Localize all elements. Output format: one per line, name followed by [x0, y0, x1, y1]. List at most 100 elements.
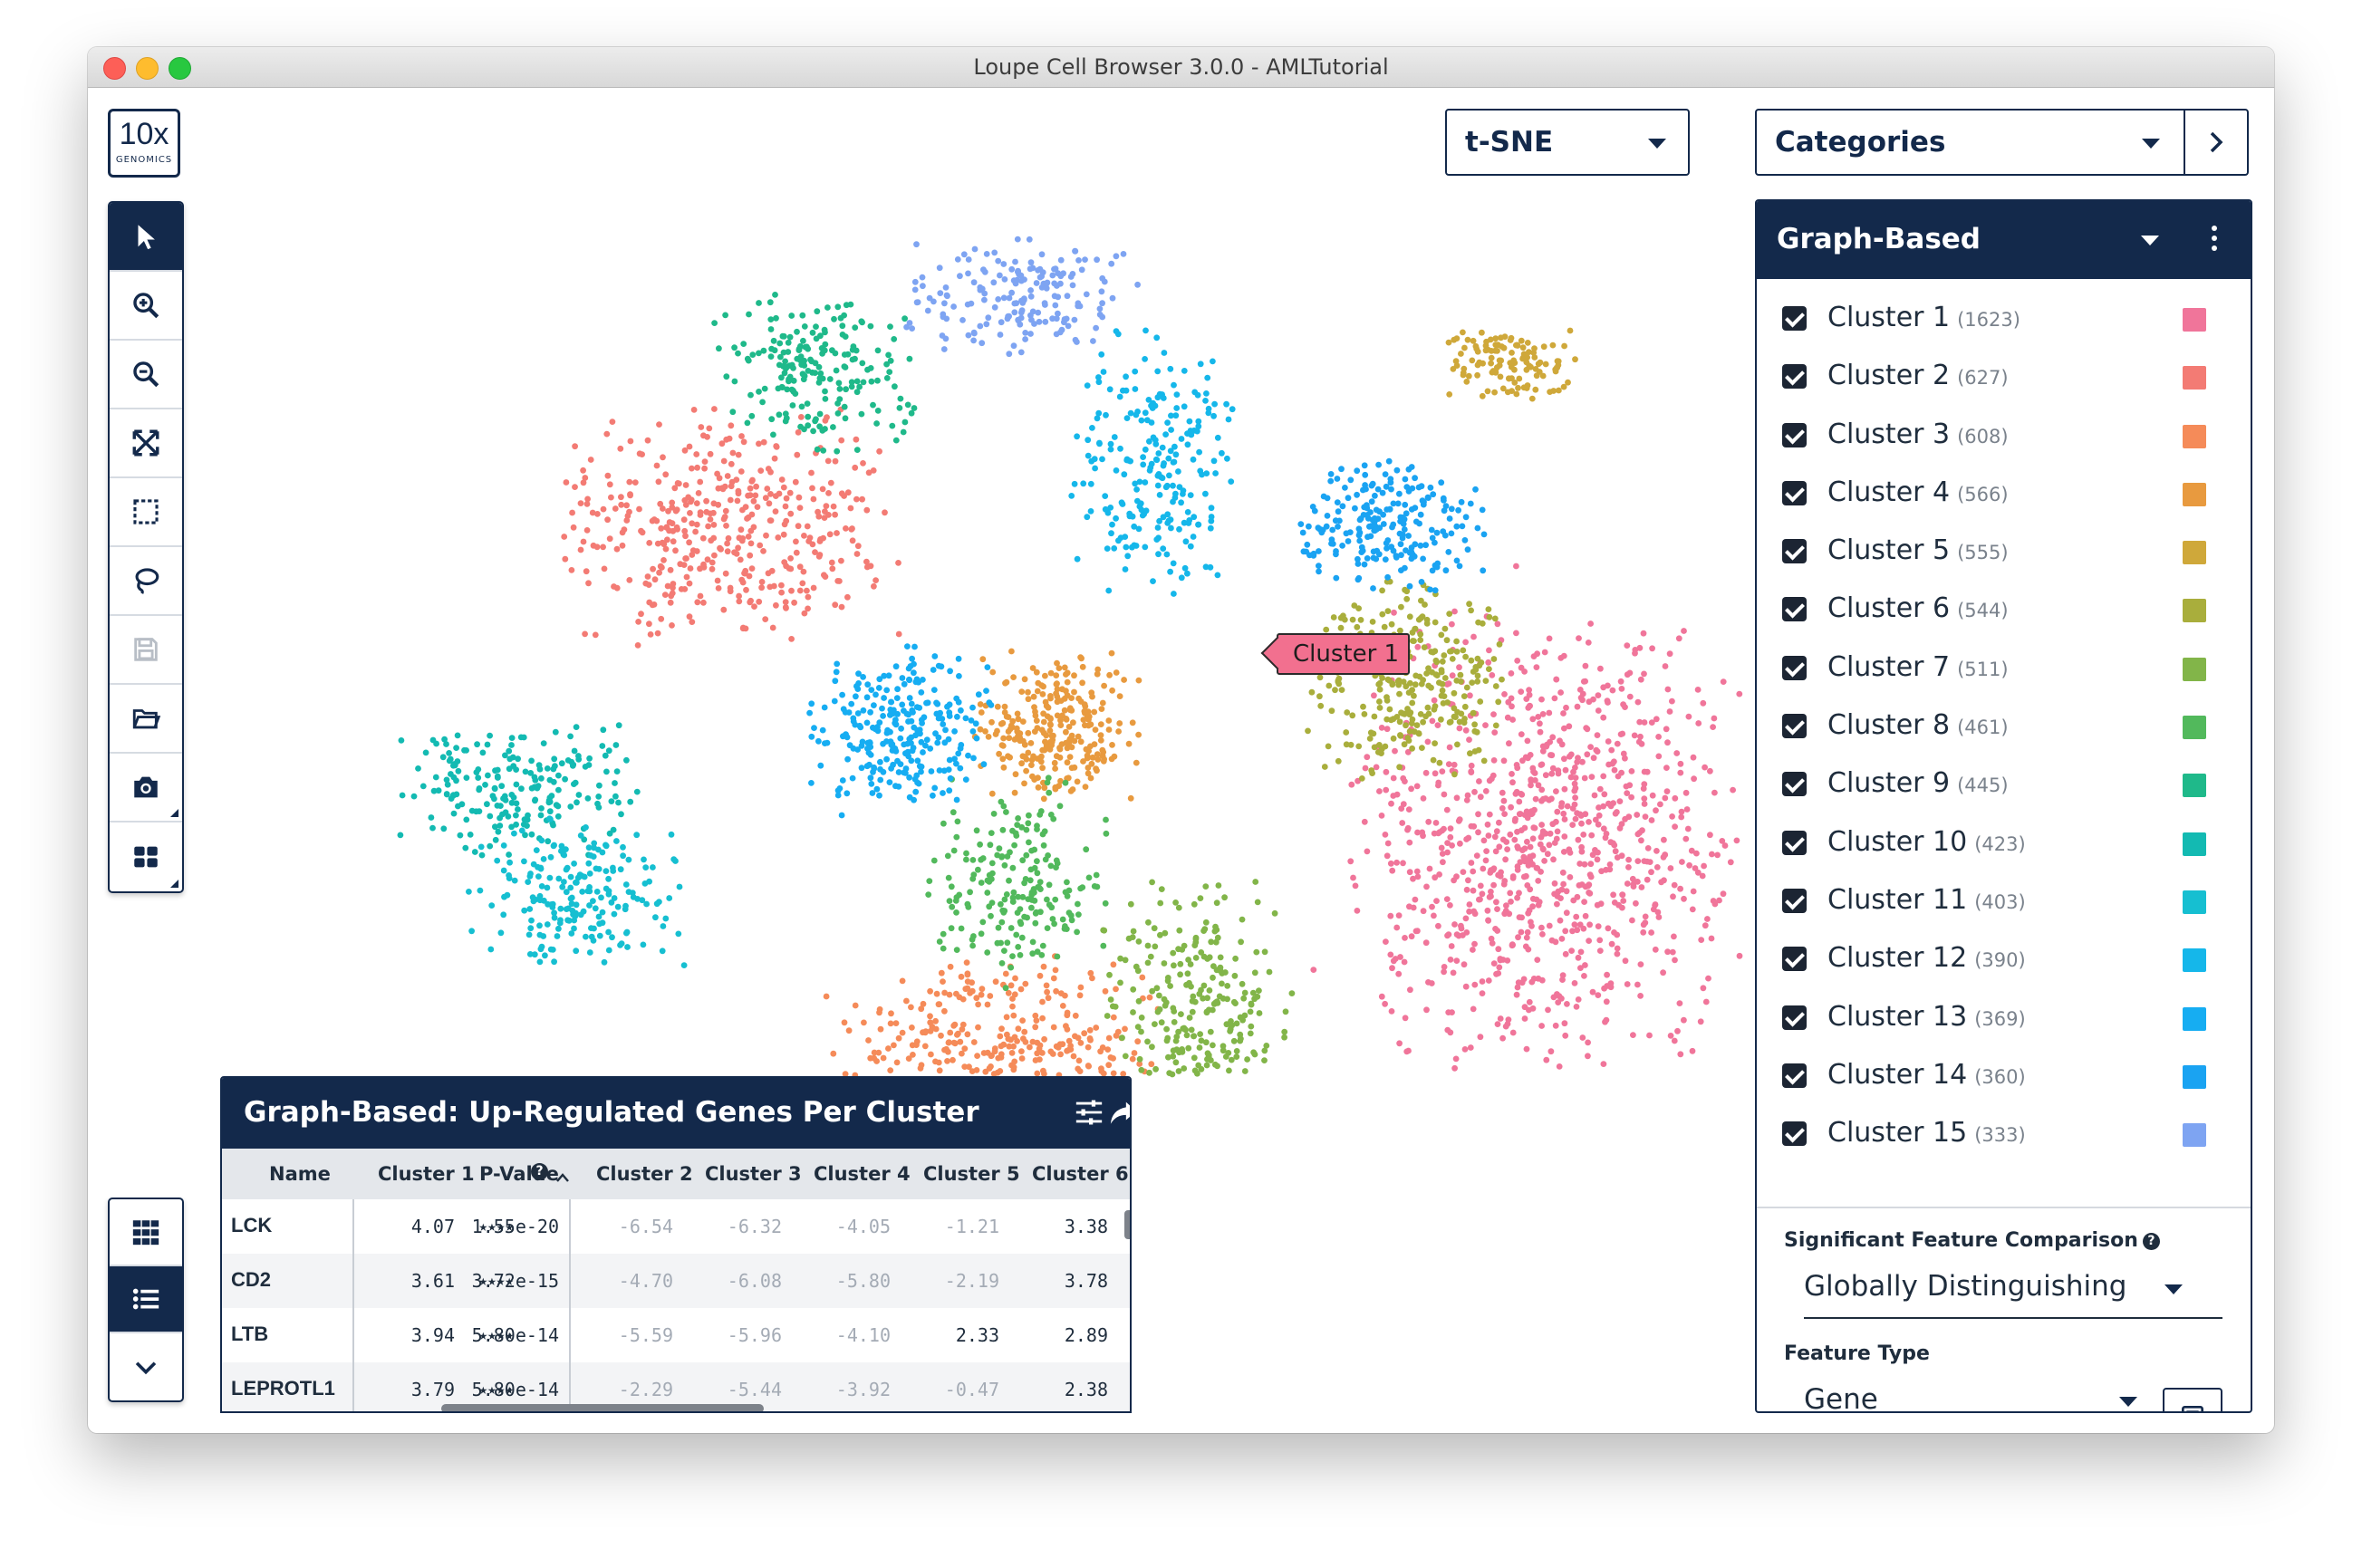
scatter-point[interactable]	[1068, 765, 1075, 772]
scatter-point[interactable]	[1431, 706, 1438, 713]
scatter-point[interactable]	[1171, 962, 1177, 969]
cluster-color-swatch[interactable]	[2183, 1123, 2206, 1148]
scatter-point[interactable]	[1006, 877, 1012, 884]
scatter-point[interactable]	[586, 902, 593, 909]
scatter-point[interactable]	[1525, 909, 1532, 917]
scatter-point[interactable]	[1087, 743, 1094, 750]
scatter-point[interactable]	[1529, 835, 1537, 842]
scatter-point[interactable]	[642, 864, 650, 871]
scatter-point[interactable]	[896, 405, 903, 411]
scatter-point[interactable]	[880, 1054, 887, 1062]
scatter-point[interactable]	[899, 701, 906, 708]
scatter-point[interactable]	[1539, 372, 1547, 380]
scatter-point[interactable]	[612, 780, 618, 786]
scatter-point[interactable]	[910, 1052, 916, 1058]
scatter-point[interactable]	[1664, 948, 1671, 956]
scatter-point[interactable]	[1648, 869, 1654, 876]
scatter-point[interactable]	[1099, 274, 1106, 282]
scatter-point[interactable]	[1538, 924, 1545, 931]
screenshot-button[interactable]	[110, 754, 182, 822]
scatter-point[interactable]	[1134, 1024, 1142, 1030]
scatter-point[interactable]	[625, 889, 632, 895]
scatter-point[interactable]	[1007, 982, 1015, 989]
scatter-point[interactable]	[1176, 927, 1183, 934]
scatter-point[interactable]	[1031, 864, 1038, 871]
scatter-point[interactable]	[606, 481, 613, 488]
scatter-point[interactable]	[1494, 348, 1500, 354]
scatter-point[interactable]	[822, 388, 828, 395]
scatter-point[interactable]	[1641, 801, 1648, 807]
scatter-point[interactable]	[1405, 737, 1412, 744]
scatter-point[interactable]	[501, 793, 508, 800]
scatter-point[interactable]	[1355, 532, 1363, 539]
scatter-point[interactable]	[1430, 649, 1437, 656]
scatter-point[interactable]	[494, 766, 501, 774]
scatter-point[interactable]	[1110, 1014, 1117, 1021]
scatter-point[interactable]	[568, 900, 575, 908]
scatter-point[interactable]	[624, 944, 631, 950]
scatter-point[interactable]	[1700, 985, 1707, 992]
scatter-point[interactable]	[829, 347, 835, 354]
scatter-point[interactable]	[1098, 1065, 1104, 1072]
scatter-point[interactable]	[1096, 305, 1104, 313]
scatter-point[interactable]	[1447, 1029, 1454, 1036]
scatter-point[interactable]	[1548, 770, 1556, 777]
scatter-point[interactable]	[1248, 1023, 1255, 1030]
scatter-point[interactable]	[1457, 840, 1463, 847]
scatter-point[interactable]	[511, 877, 518, 884]
scatter-point[interactable]	[647, 631, 654, 638]
scatter-point[interactable]	[1529, 716, 1537, 723]
scatter-point[interactable]	[1383, 483, 1390, 490]
scatter-point[interactable]	[724, 473, 731, 479]
scatter-point[interactable]	[795, 428, 802, 436]
scatter-point[interactable]	[1376, 698, 1383, 705]
scatter-point[interactable]	[1552, 1022, 1559, 1029]
scatter-point[interactable]	[943, 292, 950, 299]
scatter-point[interactable]	[792, 478, 799, 486]
scatter-point[interactable]	[710, 534, 718, 542]
scatter-point[interactable]	[1537, 359, 1544, 366]
scatter-point[interactable]	[770, 337, 777, 344]
scatter-point[interactable]	[944, 852, 951, 860]
scatter-point[interactable]	[1397, 627, 1403, 634]
scatter-point[interactable]	[751, 603, 757, 610]
scatter-point[interactable]	[773, 314, 779, 322]
scatter-point[interactable]	[776, 340, 784, 347]
scatter-point[interactable]	[1221, 894, 1228, 901]
scatter-point[interactable]	[1701, 862, 1707, 870]
scatter-point[interactable]	[1585, 640, 1592, 646]
scatter-point[interactable]	[1210, 457, 1218, 465]
scatter-point[interactable]	[1355, 555, 1361, 563]
scatter-point[interactable]	[1461, 1046, 1469, 1053]
scatter-point[interactable]	[776, 411, 783, 418]
scatter-point[interactable]	[1515, 934, 1521, 941]
scatter-point[interactable]	[1049, 916, 1056, 922]
scatter-point[interactable]	[1022, 336, 1028, 342]
scatter-point[interactable]	[1028, 891, 1036, 899]
scatter-point[interactable]	[881, 695, 887, 701]
scatter-point[interactable]	[600, 726, 607, 734]
scatter-point[interactable]	[1094, 415, 1101, 422]
scatter-point[interactable]	[889, 743, 896, 749]
scatter-point[interactable]	[1146, 1069, 1152, 1076]
scatter-point[interactable]	[1368, 498, 1375, 505]
scatter-point[interactable]	[1027, 331, 1034, 337]
scatter-point[interactable]	[531, 774, 538, 781]
scatter-point[interactable]	[1043, 982, 1050, 989]
scatter-point[interactable]	[1634, 812, 1641, 818]
scatter-point[interactable]	[1355, 525, 1363, 533]
scatter-point[interactable]	[540, 856, 547, 862]
scatter-point[interactable]	[1041, 1071, 1047, 1077]
scatter-point[interactable]	[1499, 804, 1506, 812]
scatter-point[interactable]	[948, 925, 955, 932]
scatter-point[interactable]	[1012, 258, 1018, 265]
scatter-point[interactable]	[760, 438, 767, 446]
scatter-point[interactable]	[1203, 1062, 1210, 1069]
scatter-point[interactable]	[1178, 1011, 1184, 1017]
scatter-point[interactable]	[586, 755, 593, 762]
scatter-point[interactable]	[555, 875, 563, 882]
scatter-point[interactable]	[977, 726, 984, 733]
scatter-point[interactable]	[1142, 446, 1149, 453]
scatter-point[interactable]	[998, 853, 1006, 860]
scatter-point[interactable]	[1585, 1053, 1591, 1060]
